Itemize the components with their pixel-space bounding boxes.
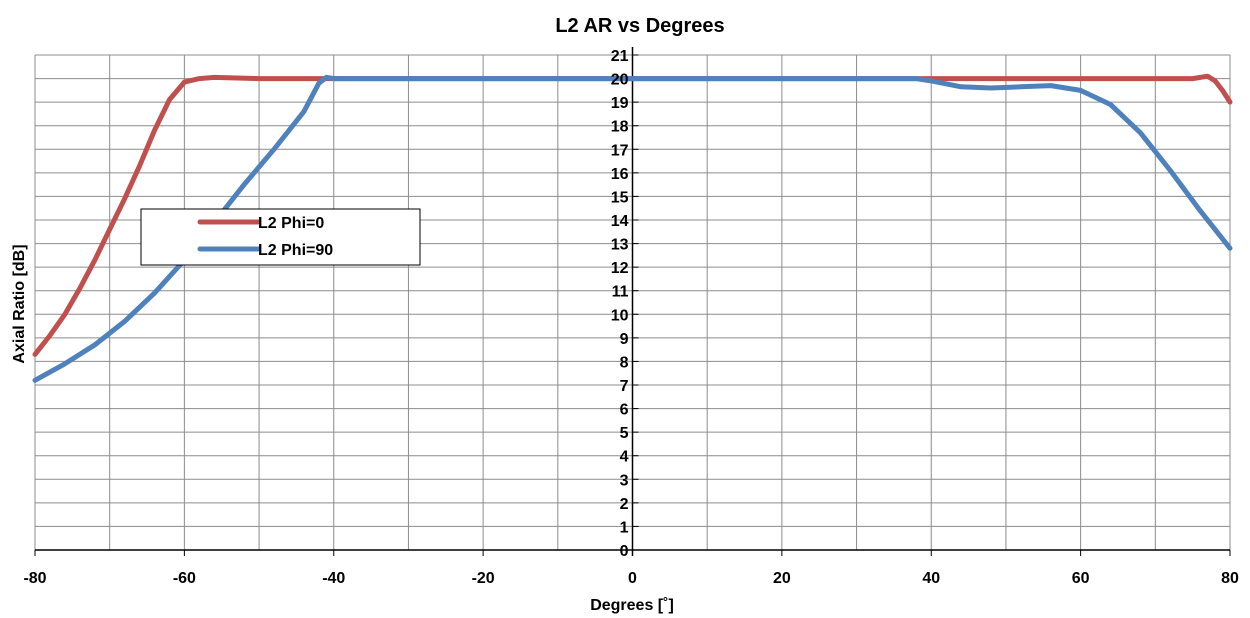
y-tick-label: 11 bbox=[612, 284, 629, 301]
x-tick-label: 40 bbox=[922, 570, 940, 587]
legend: L2 Phi=0 L2 Phi=90 bbox=[140, 208, 421, 266]
y-tick-label: 8 bbox=[620, 354, 629, 371]
y-tick-label: 14 bbox=[611, 213, 629, 230]
y-axis-label: Axial Ratio [dB] bbox=[11, 244, 28, 363]
x-tick-label: -20 bbox=[472, 570, 495, 587]
y-tick-label: 1 bbox=[620, 519, 629, 536]
y-tick-label: 4 bbox=[620, 449, 629, 466]
y-tick-label: 19 bbox=[611, 95, 629, 112]
y-tick-label: 18 bbox=[611, 119, 629, 136]
x-tick-label: 20 bbox=[773, 570, 791, 587]
y-tick-label: 2 bbox=[620, 496, 629, 513]
legend-label-phi90: L2 Phi=90 bbox=[258, 242, 333, 259]
y-tick-label: 16 bbox=[611, 166, 629, 183]
x-tick-label: -40 bbox=[322, 570, 345, 587]
chart-title: L2 AR vs Degrees bbox=[555, 15, 724, 37]
x-tick-label: -80 bbox=[23, 570, 46, 587]
x-axis-label: Degrees [˚] bbox=[590, 597, 674, 614]
x-tick-label: 80 bbox=[1221, 570, 1239, 587]
y-tick-label: 10 bbox=[611, 307, 629, 324]
series-lines bbox=[32, 73, 1233, 383]
x-tick-label: -60 bbox=[173, 570, 196, 587]
y-tick-label: 20 bbox=[611, 72, 629, 89]
y-tick-label: 0 bbox=[620, 543, 629, 560]
x-tick-label: 0 bbox=[628, 570, 637, 587]
x-tick-label: 60 bbox=[1072, 570, 1090, 587]
y-tick-label: 7 bbox=[620, 378, 629, 395]
y-tick-label: 21 bbox=[611, 48, 629, 65]
y-tick-label: 9 bbox=[620, 331, 629, 348]
y-tick-label: 5 bbox=[620, 425, 629, 442]
y-tick-label: 6 bbox=[620, 402, 629, 419]
y-tick-label: 15 bbox=[611, 189, 629, 206]
y-tick-label: 3 bbox=[620, 472, 629, 489]
series-line-0 bbox=[32, 73, 1233, 357]
legend-label-phi0: L2 Phi=0 bbox=[258, 215, 324, 232]
y-tick-label: 17 bbox=[611, 142, 629, 159]
y-tick-label: 12 bbox=[611, 260, 629, 277]
y-tick-label: 13 bbox=[611, 237, 629, 254]
series-line-1 bbox=[32, 74, 1233, 383]
legend-box bbox=[140, 208, 421, 266]
axes bbox=[34, 47, 1231, 556]
